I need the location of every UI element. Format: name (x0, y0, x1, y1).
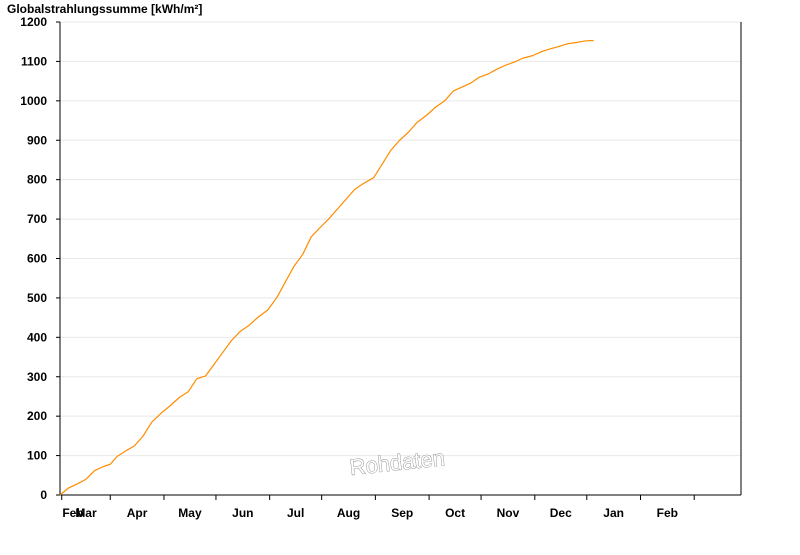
x-tick-label: Nov (497, 506, 520, 520)
y-tick-label: 800 (27, 173, 47, 187)
y-tick-label: 1000 (20, 94, 47, 108)
series-line (59, 39, 594, 496)
x-tick-label: Aug (337, 506, 360, 520)
y-axis-title: Globalstrahlungssumme [kWh/m²] (7, 2, 202, 16)
tick-labels: 0 100 200 300 400 500 600 700 800 900 1000 1100 1200… (20, 15, 678, 520)
y-tick-label: 600 (27, 252, 47, 266)
series-lines (59, 39, 594, 496)
y-tick-label: 500 (27, 291, 47, 305)
x-tick-label: Apr (127, 506, 148, 520)
y-tick-label: 300 (27, 370, 47, 384)
x-tick-label: Sep (391, 506, 413, 520)
y-tick-label: 1200 (20, 15, 47, 29)
y-tick-label: 100 (27, 449, 47, 463)
axes (56, 21, 742, 500)
y-tick-label: 1100 (21, 54, 47, 68)
x-tick-label: Mar (75, 506, 97, 520)
x-tick-label: Feb (62, 506, 83, 520)
x-tick-label: May (178, 506, 202, 520)
x-tick-label: Oct (445, 506, 465, 520)
y-tick-label: 400 (27, 330, 47, 344)
grid-lines (60, 21, 741, 457)
y-tick-label: 0 (40, 488, 47, 502)
y-tick-label: 700 (27, 212, 47, 226)
x-tick-label: Jul (287, 506, 304, 520)
x-tick-label: Feb (657, 506, 678, 520)
x-tick-label: Jan (603, 506, 624, 520)
y-tick-label: 900 (27, 133, 47, 147)
y-tick-label: 200 (27, 409, 47, 423)
x-tick-label: Dec (550, 506, 572, 520)
x-tick-label: Jun (232, 506, 253, 520)
